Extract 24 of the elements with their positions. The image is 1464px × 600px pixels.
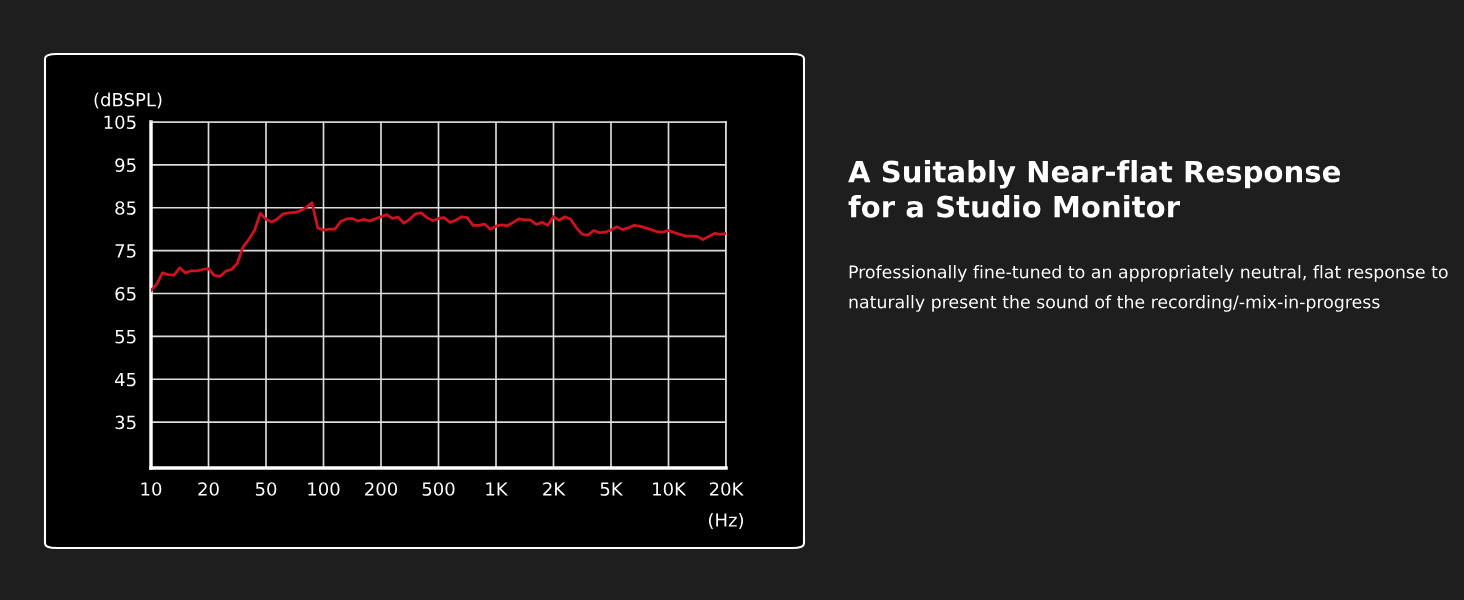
y-tick-label: 45 xyxy=(115,372,136,387)
x-tick-label: 500 xyxy=(422,482,455,496)
x-tick-label: 100 xyxy=(308,482,340,496)
y-tick-label: 75 xyxy=(115,244,136,258)
y-tick-label: 85 xyxy=(115,201,136,215)
y-axis-title: (dBSPL) xyxy=(94,92,162,109)
y-tick-label: 55 xyxy=(115,330,136,344)
x-tick-label: 10 xyxy=(141,482,162,496)
y-tick-label: 65 xyxy=(115,286,136,301)
line-series xyxy=(151,201,726,292)
y-tick-label: 105 xyxy=(104,115,136,130)
x-tick-label: 10K xyxy=(653,482,687,496)
y-tick-label: 95 xyxy=(115,158,136,172)
x-tick-label: 20K xyxy=(709,482,744,496)
x-tick-label: 2K xyxy=(543,482,566,496)
x-tick-label: 50 xyxy=(255,482,277,496)
y-tick-label: 35 xyxy=(115,415,136,430)
x-tick-label: 5K xyxy=(600,482,624,496)
x-tick-label: 200 xyxy=(365,482,398,496)
x-tick-label: 1K xyxy=(486,482,509,496)
text: Professionally fine-tuned to an appropriately neutral, flat response to naturally present the sound of the recording/-mix-in-progress xyxy=(849,265,1448,312)
x-axis-title: (Hz) xyxy=(708,512,744,529)
x-tick-label: 20 xyxy=(198,482,219,496)
text: A Suitably Near-flat Response for a Studio Monitor xyxy=(848,160,1340,218)
